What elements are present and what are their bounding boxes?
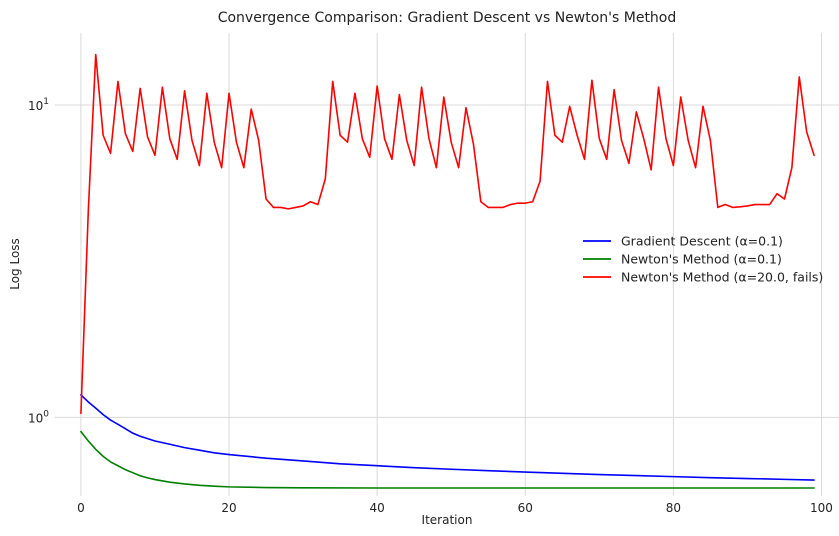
legend-label-1: Newton's Method (α=0.1) [621, 252, 782, 267]
plot-area [55, 33, 839, 496]
series-line-0 [80, 394, 815, 481]
x-tick-label: 60 [518, 501, 533, 515]
legend: Gradient Descent (α=0.1) Newton's Method … [583, 234, 823, 285]
x-tick-label: 100 [810, 501, 833, 515]
x-tick-label: 20 [221, 501, 236, 515]
tick-labels: 0 20 40 60 80 100 100 101 [28, 97, 833, 515]
y-axis-label: Log Loss [8, 238, 22, 290]
y-tick-label: 101 [28, 97, 49, 113]
x-tick-label: 40 [370, 501, 385, 515]
legend-label-0: Gradient Descent (α=0.1) [621, 234, 783, 249]
series-lines [80, 53, 815, 489]
x-tick-label: 0 [77, 501, 85, 515]
series-line-2 [80, 53, 815, 415]
chart-title: Convergence Comparison: Gradient Descent… [218, 10, 677, 26]
legend-label-2: Newton's Method (α=20.0, fails) [621, 270, 823, 285]
series-line-1 [80, 430, 815, 489]
x-tick-label: 80 [666, 501, 681, 515]
y-tick-label: 100 [28, 409, 49, 425]
x-axis-label: Iteration [422, 513, 473, 527]
grid-lines [55, 33, 839, 496]
